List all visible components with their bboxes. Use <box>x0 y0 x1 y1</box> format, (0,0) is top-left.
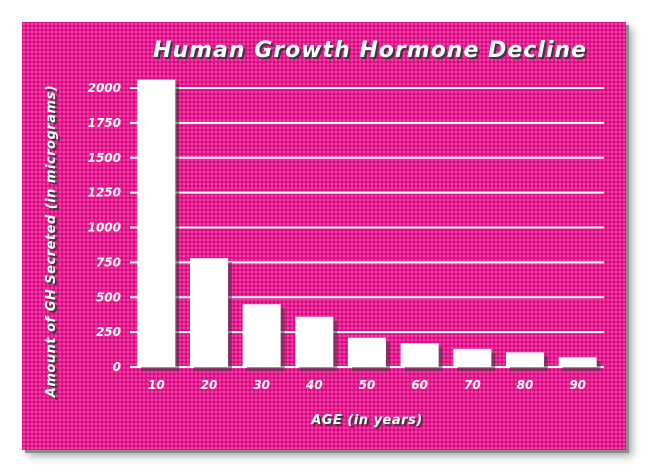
x-tick-label: 50 <box>359 378 376 392</box>
bar-age-50 <box>348 337 386 367</box>
gridlines <box>130 87 604 368</box>
x-tick-label: 60 <box>411 378 428 392</box>
y-tick-label: 1500 <box>88 151 121 165</box>
x-axis-label: AGE (in years) <box>310 413 422 428</box>
y-tick-label: 250 <box>96 325 121 339</box>
chart-title: Human Growth Hormone Decline <box>153 38 587 63</box>
y-axis-label-shadow: Amount of GH Secreted (in micrograms) <box>46 87 61 400</box>
y-tick-label: 750 <box>96 255 121 269</box>
x-tick-labels: 10 20 30 40 50 60 70 80 90 <box>148 378 586 392</box>
x-tick-label: 20 <box>201 378 218 392</box>
y-tick-label: 1750 <box>88 116 121 130</box>
bars <box>137 79 601 371</box>
x-tick-label: 70 <box>464 378 481 392</box>
bar-age-30 <box>242 304 281 367</box>
y-tick-label: 0 <box>113 360 121 374</box>
bar-age-60 <box>400 343 439 367</box>
bar-age-10 <box>137 79 176 367</box>
bar-age-40 <box>295 316 334 367</box>
chart-title-shadow: Human Growth Hormone Decline <box>155 40 589 65</box>
bar-age-90 <box>558 357 597 367</box>
chart-panel <box>22 22 626 450</box>
x-tick-label: 80 <box>517 378 534 392</box>
bar-age-20 <box>190 258 228 367</box>
x-tick-label: 90 <box>569 378 586 392</box>
x-tick-label: 40 <box>305 378 323 392</box>
x-axis-label-shadow: AGE (in years) <box>312 415 424 430</box>
x-tick-label: 30 <box>253 378 270 392</box>
y-tick-label: 2000 <box>88 81 121 95</box>
y-tick-label: 500 <box>96 290 121 304</box>
bar-age-70 <box>453 348 492 367</box>
bar-age-80 <box>506 352 544 367</box>
y-tick-label: 1000 <box>88 221 121 235</box>
y-tick-label: 1250 <box>88 186 121 200</box>
y-axis-label: Amount of GH Secreted (in micrograms) <box>44 85 59 398</box>
y-tick-labels: 0 250 500 750 1000 1250 1500 1750 2000 <box>88 81 121 374</box>
x-tick-label: 10 <box>148 378 165 392</box>
